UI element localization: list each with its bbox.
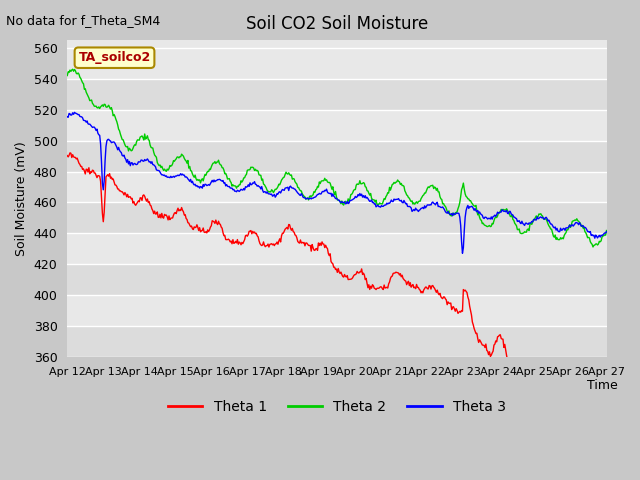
X-axis label: Time: Time <box>586 379 618 392</box>
Text: No data for f_Theta_SM4: No data for f_Theta_SM4 <box>6 14 161 27</box>
Bar <box>67 326 607 357</box>
Bar <box>67 141 607 171</box>
Bar <box>67 48 607 79</box>
Bar <box>67 264 607 295</box>
Bar <box>67 295 607 326</box>
Legend: Theta 1, Theta 2, Theta 3: Theta 1, Theta 2, Theta 3 <box>162 395 511 420</box>
Title: Soil CO2 Soil Moisture: Soil CO2 Soil Moisture <box>246 15 428 33</box>
Bar <box>67 203 607 233</box>
Bar <box>67 79 607 109</box>
Y-axis label: Soil Moisture (mV): Soil Moisture (mV) <box>15 141 28 256</box>
Bar <box>67 233 607 264</box>
Bar <box>67 171 607 203</box>
Text: TA_soilco2: TA_soilco2 <box>78 51 150 64</box>
Bar <box>67 109 607 141</box>
